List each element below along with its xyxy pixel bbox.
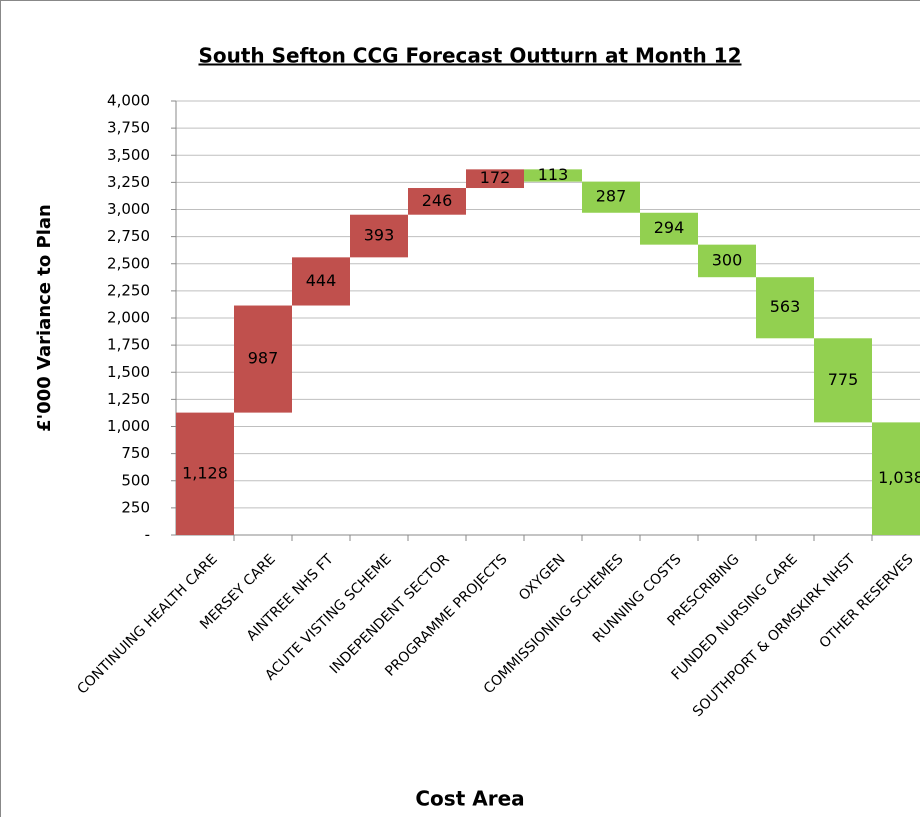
bar xyxy=(350,214,408,258)
bar xyxy=(640,212,698,245)
y-axis-title: £'000 Variance to Plan xyxy=(34,204,55,432)
bar xyxy=(234,305,292,413)
data-label: 1,038 xyxy=(878,468,920,487)
data-label: 1,128 xyxy=(182,463,228,482)
data-label: 987 xyxy=(248,349,279,368)
bar xyxy=(814,338,872,423)
data-label: 393 xyxy=(364,226,395,245)
y-tick-label: 2,000 xyxy=(107,309,150,327)
bar xyxy=(756,277,814,339)
bar xyxy=(582,181,640,213)
y-tick-label: - xyxy=(145,526,150,544)
y-tick-label: 3,250 xyxy=(107,173,150,191)
y-tick-label: 500 xyxy=(121,471,150,489)
data-label: 113 xyxy=(538,165,569,184)
y-tick-label: 250 xyxy=(121,498,150,516)
y-tick-label: 3,750 xyxy=(107,119,150,137)
data-label: 300 xyxy=(712,250,743,269)
chart-title: South Sefton CCG Forecast Outturn at Mon… xyxy=(198,44,741,68)
y-tick-label: 2,500 xyxy=(107,254,150,272)
bar xyxy=(698,244,756,278)
y-tick-label: 750 xyxy=(121,444,150,462)
data-label: 775 xyxy=(828,370,859,389)
bar xyxy=(292,257,350,306)
data-label: 246 xyxy=(422,191,453,210)
y-tick-label: 2,750 xyxy=(107,227,150,245)
data-label: 563 xyxy=(770,297,801,316)
bar xyxy=(466,169,524,189)
y-tick-label: 1,500 xyxy=(107,363,150,381)
y-tick-label: 1,250 xyxy=(107,390,150,408)
bar xyxy=(176,412,234,535)
data-label: 294 xyxy=(654,218,685,237)
y-tick-label: 1,750 xyxy=(107,336,150,354)
bar xyxy=(524,169,582,182)
x-axis-title: Cost Area xyxy=(415,787,524,811)
y-tick-label: 3,000 xyxy=(107,200,150,218)
y-tick-label: 4,000 xyxy=(107,92,150,110)
y-tick-label: 2,250 xyxy=(107,281,150,299)
data-label: 444 xyxy=(306,271,337,290)
data-label: 172 xyxy=(480,168,511,187)
y-tick-label: 1,000 xyxy=(107,417,150,435)
bar xyxy=(408,188,466,215)
bar xyxy=(872,422,920,535)
data-label: 287 xyxy=(596,187,627,206)
y-tick-label: 3,500 xyxy=(107,146,150,164)
